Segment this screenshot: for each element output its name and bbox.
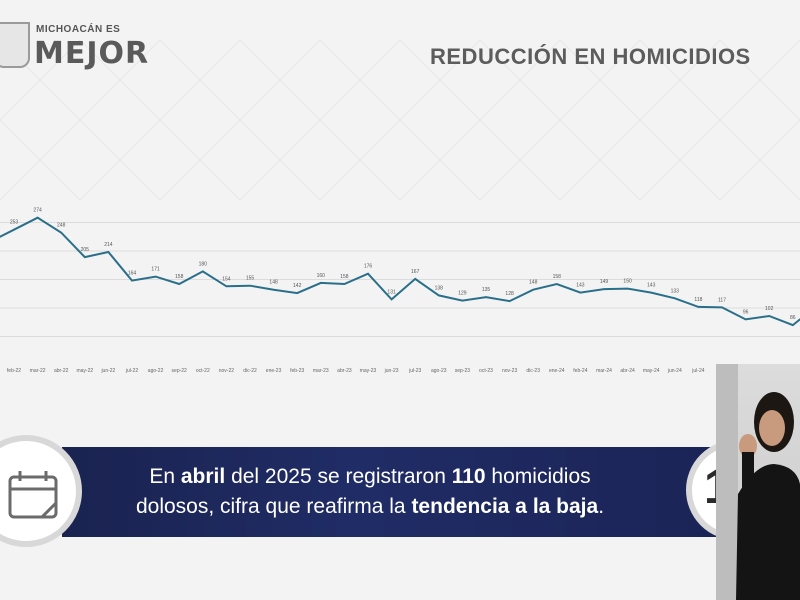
banner-line-1: En abril del 2025 se registraron 110 hom… (149, 462, 590, 492)
x-tick-label: ene-23 (266, 368, 282, 374)
data-label: 150 (623, 279, 632, 285)
data-label: 117 (718, 297, 726, 303)
x-tick-label: sep-23 (455, 368, 471, 374)
x-tick-label: oct-22 (196, 368, 210, 374)
state-shield-icon (0, 22, 30, 68)
x-tick-label: ene-24 (549, 368, 565, 374)
x-tick-label: abr-23 (337, 368, 352, 374)
data-label: 171 (151, 267, 160, 273)
data-label: 129 (458, 291, 467, 297)
x-tick-label: jul-24 (691, 368, 704, 374)
banner-trend: tendencia a la baja (411, 495, 599, 518)
data-label: 143 (576, 283, 585, 289)
data-label: 167 (411, 269, 420, 275)
x-tick-label: jul-23 (408, 368, 421, 374)
page-title: REDUCCIÓN EN HOMICIDIOS (430, 44, 751, 69)
data-label: 214 (104, 242, 113, 248)
x-tick-label: abr-22 (54, 368, 69, 374)
interpreter-figure (716, 364, 800, 600)
x-tick-label: nov-22 (219, 368, 235, 374)
x-tick-label: may-22 (76, 368, 93, 374)
banner-text-part: dolosos, cifra que reafirma la (135, 495, 412, 518)
data-label: 133 (671, 288, 680, 294)
data-label: 86 (790, 315, 796, 321)
data-label: 128 (505, 291, 514, 297)
series-line (0, 216, 800, 327)
calendar-icon (8, 471, 58, 519)
data-label: 154 (222, 276, 231, 282)
data-label: 131 (387, 289, 396, 295)
x-tick-label: feb-22 (7, 368, 21, 374)
data-label: 142 (293, 283, 302, 289)
data-label: 176 (364, 264, 373, 270)
data-label: 158 (175, 274, 184, 280)
sign-language-interpreter (716, 364, 800, 600)
data-label: 135 (482, 287, 491, 293)
data-label: 253 (10, 220, 19, 226)
x-tick-label: abr-24 (620, 368, 635, 374)
x-tick-label: jun-22 (100, 368, 115, 374)
x-tick-label: mar-23 (313, 368, 329, 374)
x-tick-label: feb-23 (290, 368, 304, 374)
data-label: 158 (340, 274, 349, 280)
data-label: 155 (246, 276, 255, 282)
banner-background (62, 447, 718, 537)
data-label: 149 (600, 279, 609, 285)
data-label: 143 (647, 283, 656, 289)
banner-line-2: dolosos, cifra que reafirma la tendencia… (136, 492, 604, 522)
banner-month: abril (180, 465, 226, 488)
banner-text-part: . (598, 495, 605, 518)
x-tick-label: jun-23 (384, 368, 399, 374)
x-tick-label: dic-22 (243, 368, 257, 374)
banner-count: 110 (451, 465, 486, 488)
x-tick-label: dic-23 (526, 368, 540, 374)
x-tick-label: may-24 (643, 368, 660, 374)
data-label: 164 (128, 271, 137, 277)
x-tick-label: nov-23 (502, 368, 518, 374)
data-label: 96 (743, 309, 749, 315)
michoacan-logo: MICHOACÁN ES MEJOR (0, 14, 200, 74)
banner-text-part: homicidios (485, 465, 591, 488)
x-tick-label: jun-24 (667, 368, 682, 374)
data-label: 205 (81, 247, 90, 253)
data-label: 274 (33, 208, 42, 214)
x-tick-label: mar-22 (30, 368, 46, 374)
data-label: 148 (269, 280, 278, 286)
x-tick-label: ago-23 (431, 368, 447, 374)
banner-text-part: del 2025 se registraron (225, 465, 452, 488)
banner-text-part: En (149, 465, 181, 488)
info-banner: En abril del 2025 se registraron 110 hom… (0, 430, 800, 560)
data-label: 118 (694, 297, 702, 303)
data-label: 138 (435, 285, 444, 291)
data-label: 158 (553, 274, 562, 280)
homicide-line-chart: 253 274 248 205 214 164 171 158 180 154 155 148 142 1… (0, 208, 800, 374)
x-tick-label: oct-23 (479, 368, 493, 374)
data-label: 102 (765, 306, 774, 312)
x-tick-label: may-23 (360, 368, 377, 374)
data-label: 248 (57, 223, 66, 229)
data-label: 180 (199, 261, 208, 267)
x-tick-label: feb-24 (573, 368, 587, 374)
x-tick-label: mar-24 (596, 368, 612, 374)
logo-main-text: MEJOR (34, 36, 150, 71)
calendar-badge (0, 435, 82, 547)
data-label: 160 (317, 273, 326, 279)
logo-top-text: MICHOACÁN ES (36, 24, 121, 35)
x-tick-label: jul-22 (125, 368, 138, 374)
data-label: 148 (529, 280, 538, 286)
x-tick-label: sep-22 (172, 368, 188, 374)
banner-message: En abril del 2025 se registraron 110 hom… (60, 447, 680, 537)
x-tick-label: ago-22 (148, 368, 164, 374)
